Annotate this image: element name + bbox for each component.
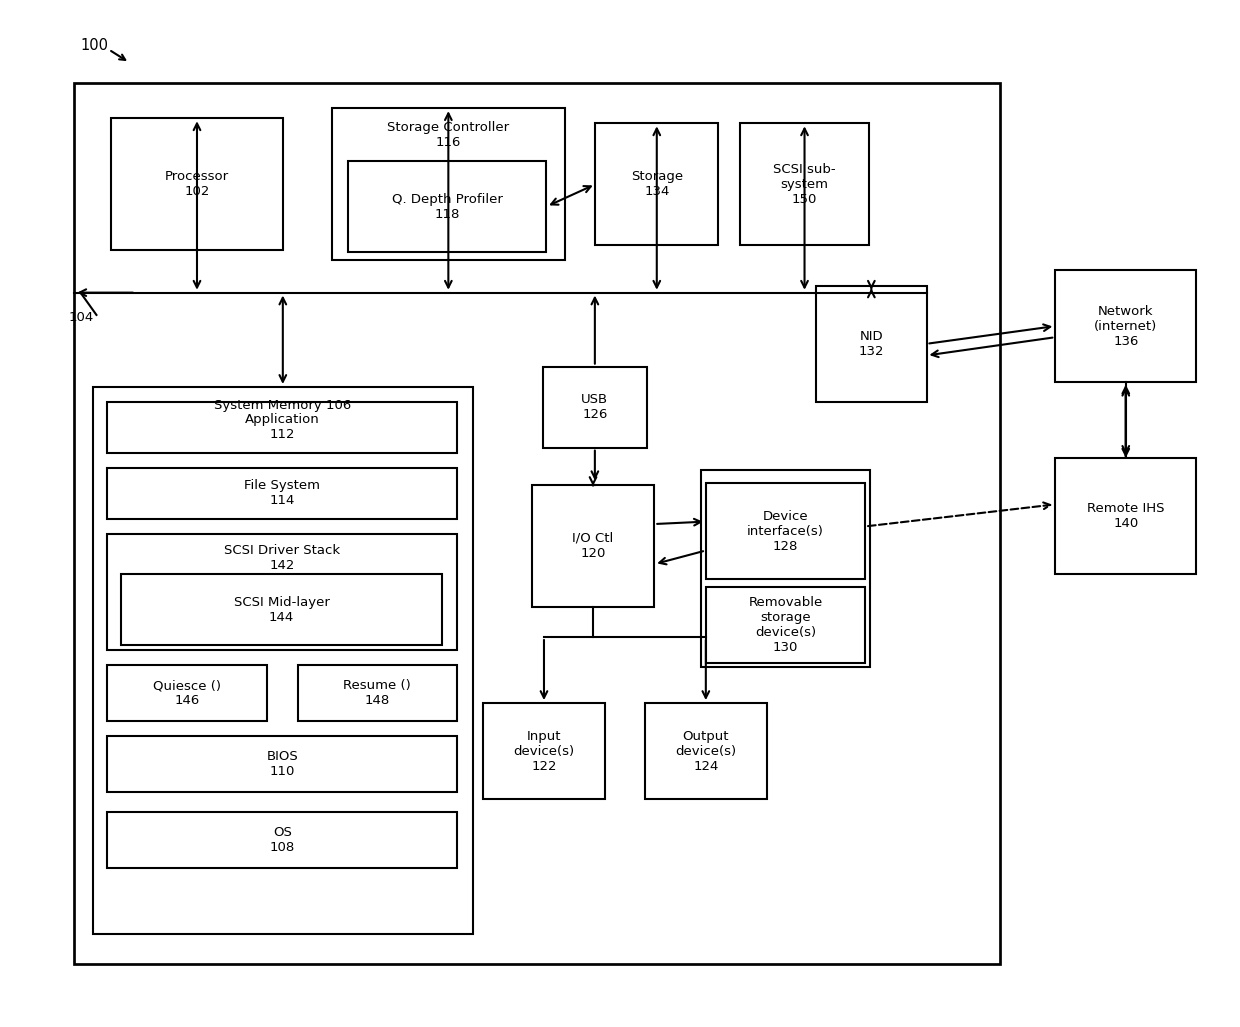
FancyBboxPatch shape <box>108 468 456 519</box>
FancyBboxPatch shape <box>706 587 866 663</box>
FancyBboxPatch shape <box>112 118 283 251</box>
Text: Storage Controller
116: Storage Controller 116 <box>387 121 510 149</box>
FancyBboxPatch shape <box>108 402 456 453</box>
Text: NID
132: NID 132 <box>858 330 884 357</box>
FancyBboxPatch shape <box>298 665 456 721</box>
Text: SCSI Driver Stack
142: SCSI Driver Stack 142 <box>224 544 340 572</box>
Text: USB
126: USB 126 <box>582 393 609 421</box>
FancyBboxPatch shape <box>108 665 267 721</box>
Text: Input
device(s)
122: Input device(s) 122 <box>513 729 574 772</box>
Text: OS
108: OS 108 <box>269 827 295 854</box>
FancyBboxPatch shape <box>332 108 565 260</box>
FancyBboxPatch shape <box>93 387 472 934</box>
FancyBboxPatch shape <box>1055 458 1197 574</box>
Text: Output
device(s)
124: Output device(s) 124 <box>676 729 737 772</box>
Text: Remote IHS
140: Remote IHS 140 <box>1087 502 1164 530</box>
Text: Removable
storage
device(s)
130: Removable storage device(s) 130 <box>749 597 822 654</box>
FancyBboxPatch shape <box>701 470 870 668</box>
Text: Storage
134: Storage 134 <box>631 170 683 198</box>
Text: Resume ()
148: Resume () 148 <box>343 679 412 708</box>
FancyBboxPatch shape <box>482 702 605 799</box>
FancyBboxPatch shape <box>74 83 1001 964</box>
Text: Processor
102: Processor 102 <box>165 170 229 198</box>
FancyBboxPatch shape <box>595 123 718 245</box>
FancyBboxPatch shape <box>122 574 443 645</box>
Text: Device
interface(s)
128: Device interface(s) 128 <box>746 509 823 553</box>
FancyBboxPatch shape <box>740 123 869 245</box>
FancyBboxPatch shape <box>706 483 866 579</box>
Text: Network
(internet)
136: Network (internet) 136 <box>1094 305 1157 347</box>
Text: 104: 104 <box>68 311 93 324</box>
Text: BIOS
110: BIOS 110 <box>267 751 298 778</box>
Text: Q. Depth Profiler
118: Q. Depth Profiler 118 <box>392 192 502 221</box>
FancyBboxPatch shape <box>645 702 768 799</box>
Text: File System
114: File System 114 <box>244 480 320 507</box>
FancyBboxPatch shape <box>108 534 456 650</box>
Text: SCSI Mid-layer
144: SCSI Mid-layer 144 <box>233 596 330 623</box>
FancyBboxPatch shape <box>347 161 547 252</box>
Text: System Memory 106: System Memory 106 <box>215 400 351 412</box>
Text: SCSI sub-
system
150: SCSI sub- system 150 <box>774 162 836 205</box>
FancyBboxPatch shape <box>1055 270 1197 382</box>
FancyBboxPatch shape <box>543 367 647 448</box>
Text: Quiesce ()
146: Quiesce () 146 <box>154 679 221 708</box>
Text: 100: 100 <box>81 38 109 53</box>
FancyBboxPatch shape <box>108 736 456 792</box>
FancyBboxPatch shape <box>532 485 655 607</box>
FancyBboxPatch shape <box>816 286 926 402</box>
FancyBboxPatch shape <box>108 812 456 868</box>
Text: I/O Ctl
120: I/O Ctl 120 <box>573 532 614 560</box>
Text: Application
112: Application 112 <box>244 414 320 442</box>
